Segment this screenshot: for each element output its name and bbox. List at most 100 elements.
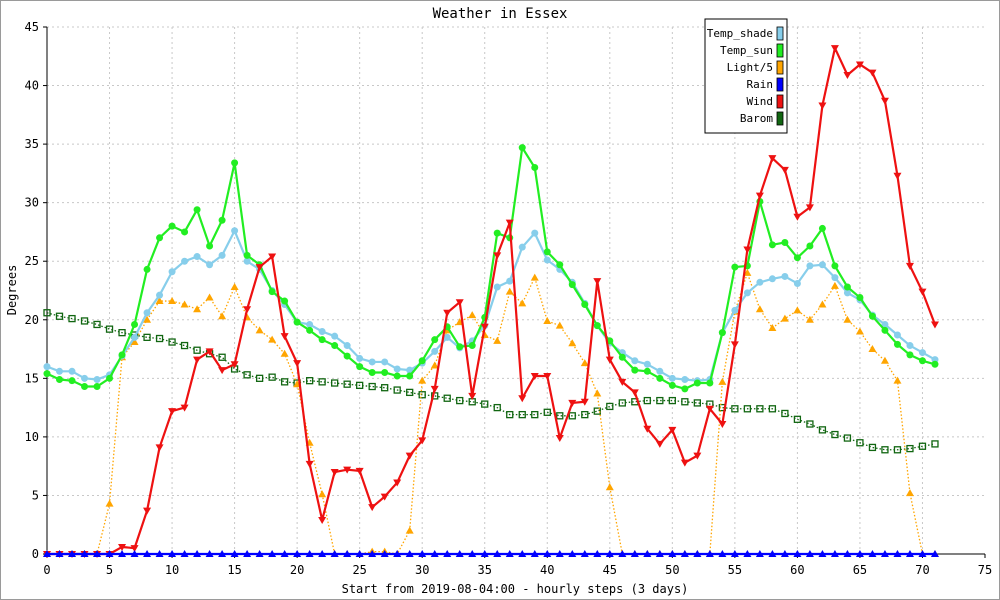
data-point [81, 374, 89, 382]
data-point [243, 371, 251, 379]
data-point [831, 274, 839, 282]
data-point [93, 320, 101, 329]
data-point [343, 352, 351, 360]
data-point [368, 550, 377, 557]
data-point [68, 550, 77, 557]
data-point [505, 550, 514, 557]
data-point [368, 382, 376, 391]
data-point [430, 385, 439, 393]
data-point [530, 550, 539, 557]
data-point [455, 299, 464, 307]
data-point [281, 297, 289, 305]
data-point [255, 326, 264, 334]
legend-item-temp-shade: Temp_shade [707, 26, 784, 41]
data-point [105, 550, 114, 557]
data-point [318, 336, 326, 344]
x-tick-label: 75 [978, 563, 992, 577]
data-point [168, 408, 177, 416]
data-point [793, 254, 801, 262]
data-point [531, 164, 539, 172]
data-point [456, 343, 464, 351]
data-point [243, 550, 252, 557]
legend-item-rain: Rain [747, 77, 784, 92]
data-point [143, 333, 151, 341]
data-point [743, 268, 752, 276]
data-point [280, 378, 289, 386]
data-point [643, 425, 652, 433]
data-point [343, 380, 351, 388]
data-point [93, 383, 101, 391]
x-tick-label: 5 [106, 563, 113, 577]
x-tick-label: 60 [790, 563, 804, 577]
data-point [630, 550, 639, 557]
data-point [143, 315, 152, 323]
legend-swatch [776, 111, 784, 126]
legend-swatch [776, 77, 784, 92]
data-point [555, 550, 564, 557]
data-point [656, 374, 664, 382]
data-point [780, 166, 789, 174]
data-point [255, 264, 264, 272]
data-point [618, 399, 626, 407]
data-point [805, 315, 814, 323]
data-point [881, 320, 889, 328]
data-point [568, 550, 577, 557]
data-point [906, 351, 914, 359]
data-point [205, 550, 214, 557]
data-point [393, 386, 401, 394]
legend-box [704, 18, 788, 134]
data-point [868, 345, 877, 353]
data-point [518, 410, 526, 419]
legend-swatch [776, 43, 784, 58]
data-point [318, 490, 327, 498]
data-point [793, 279, 801, 287]
legend-label: Rain [747, 78, 774, 91]
data-point [768, 550, 777, 557]
data-point [356, 363, 364, 371]
legend-swatch [776, 94, 784, 109]
data-point [431, 336, 439, 344]
data-point [780, 550, 789, 557]
data-point [180, 341, 189, 350]
data-point [80, 317, 89, 325]
data-point [730, 341, 739, 349]
data-point [255, 374, 264, 382]
data-point [355, 550, 364, 557]
data-point [368, 368, 376, 376]
data-point [668, 396, 676, 405]
data-point [193, 253, 201, 261]
data-point [681, 376, 689, 384]
data-point [580, 550, 589, 557]
data-point [880, 550, 889, 557]
data-point [331, 342, 339, 350]
data-point [568, 399, 577, 407]
data-point [656, 367, 664, 375]
data-point [868, 443, 877, 452]
data-point [631, 366, 639, 374]
data-point [230, 361, 239, 369]
data-point [393, 479, 402, 487]
data-point [205, 293, 214, 301]
data-point [268, 373, 276, 381]
data-point [830, 281, 839, 289]
data-point [918, 349, 926, 357]
data-point [468, 392, 477, 400]
data-point [505, 219, 514, 227]
y-tick-label: 40 [25, 79, 39, 93]
data-point [218, 216, 226, 224]
data-point [781, 272, 789, 280]
data-point [893, 340, 901, 348]
data-point [855, 327, 864, 335]
data-point [355, 467, 364, 475]
data-point [893, 376, 902, 384]
data-point [818, 224, 826, 232]
legend: Temp_shade Temp_sun Light/5 Rain Wind Barom [704, 18, 788, 134]
y-tick-label: 25 [25, 254, 39, 268]
data-point [443, 550, 452, 557]
data-point [418, 391, 426, 399]
data-point [868, 550, 877, 557]
data-point [106, 374, 114, 382]
data-point [480, 550, 489, 557]
series-light-5 [43, 268, 939, 557]
data-point [881, 446, 889, 454]
